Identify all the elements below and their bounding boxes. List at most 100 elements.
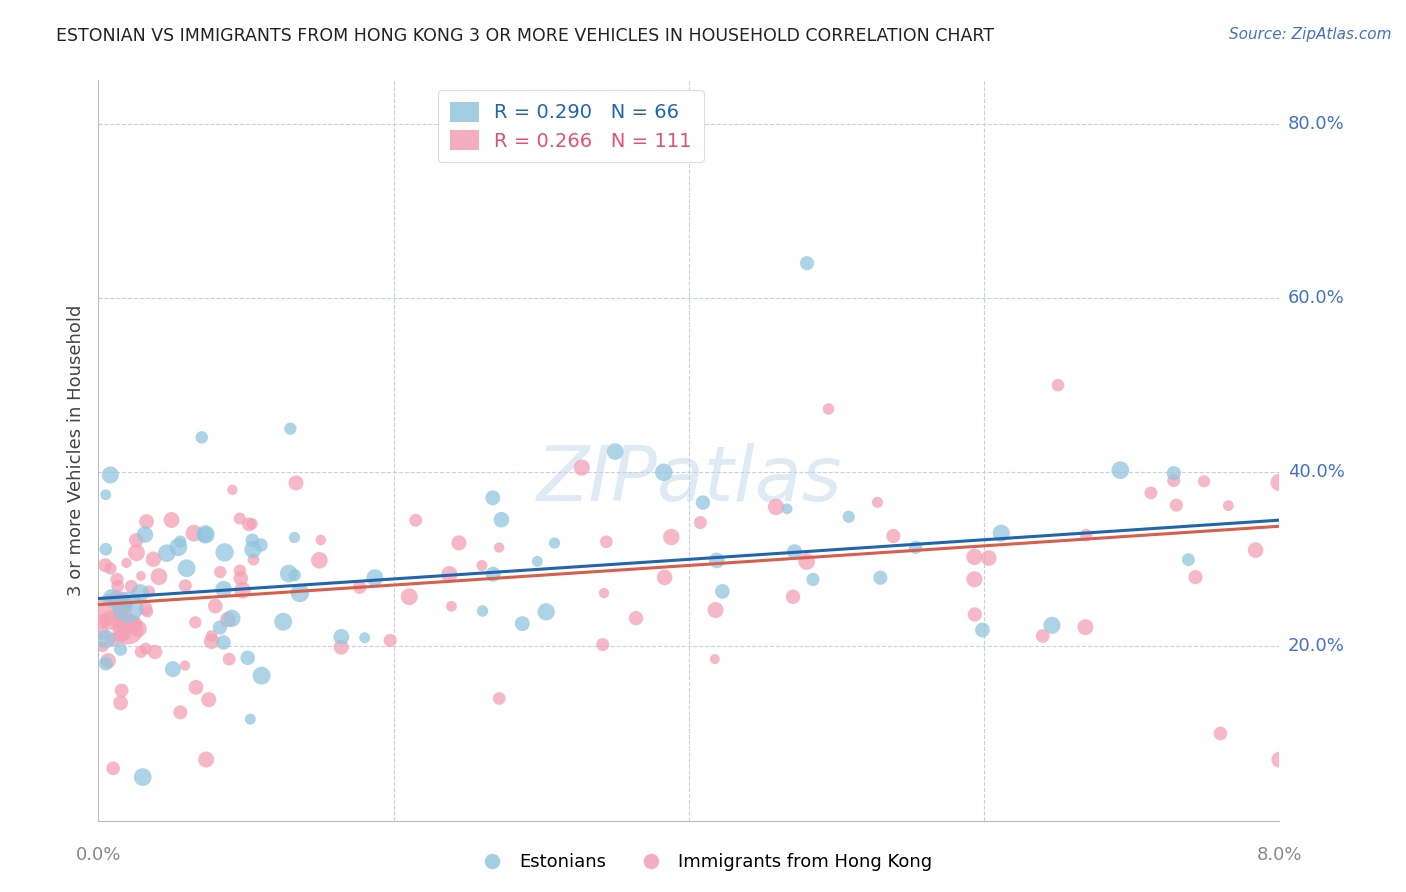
Point (543, 536, 565, 550)
Point (405, 513, 427, 527)
Point (1163, 466, 1185, 480)
Point (107, 579, 129, 593)
Point (110, 592, 132, 607)
Point (201, 629, 224, 643)
Point (1040, 618, 1063, 632)
Point (208, 621, 231, 635)
Point (184, 681, 207, 695)
Point (482, 567, 505, 582)
Point (703, 652, 725, 666)
Point (796, 256, 818, 270)
Point (704, 603, 727, 617)
Point (242, 542, 264, 557)
Point (212, 635, 235, 649)
Point (624, 611, 647, 625)
Point (869, 571, 891, 585)
Point (169, 706, 191, 720)
Point (229, 564, 252, 578)
Point (105, 591, 128, 606)
Point (309, 533, 332, 547)
Point (271, 615, 294, 629)
Point (127, 622, 149, 636)
Point (129, 586, 152, 600)
Point (654, 570, 676, 584)
Point (94, 542, 117, 557)
Point (238, 517, 260, 532)
Point (283, 531, 305, 545)
Y-axis label: 3 or more Vehicles in Household: 3 or more Vehicles in Household (66, 305, 84, 596)
Point (353, 631, 375, 645)
Point (1209, 726, 1232, 740)
Text: ZIPatlas: ZIPatlas (536, 443, 842, 517)
Point (135, 601, 157, 615)
Point (204, 599, 226, 613)
Point (107, 615, 129, 629)
Point (692, 495, 714, 509)
Point (491, 513, 513, 527)
Point (447, 536, 470, 550)
Point (440, 599, 463, 614)
Point (135, 515, 157, 529)
Point (250, 668, 273, 682)
Point (194, 527, 217, 541)
Point (240, 516, 263, 531)
Point (510, 616, 533, 631)
Point (1074, 620, 1097, 634)
Point (148, 569, 170, 583)
Point (142, 552, 165, 566)
Point (100, 561, 122, 575)
Point (229, 572, 252, 586)
Point (1268, 475, 1291, 490)
Point (120, 579, 142, 593)
Point (1177, 552, 1199, 566)
Point (114, 619, 136, 633)
Point (221, 483, 243, 497)
Point (349, 580, 371, 594)
Point (125, 546, 148, 560)
Text: Source: ZipAtlas.com: Source: ZipAtlas.com (1229, 27, 1392, 42)
Point (652, 465, 675, 479)
Point (330, 640, 353, 654)
Point (110, 642, 132, 657)
Point (526, 554, 548, 568)
Point (963, 549, 986, 564)
Point (706, 553, 728, 567)
Point (162, 662, 184, 676)
Point (963, 572, 986, 586)
Point (1166, 498, 1188, 512)
Point (122, 617, 145, 632)
Point (1074, 528, 1097, 542)
Point (110, 628, 132, 642)
Point (571, 460, 593, 475)
Point (711, 584, 734, 599)
Point (1032, 629, 1054, 643)
Point (284, 568, 307, 582)
Point (481, 491, 503, 505)
Point (98, 467, 121, 482)
Point (534, 605, 557, 619)
Point (285, 475, 308, 490)
Point (107, 607, 129, 621)
Point (111, 683, 134, 698)
Point (280, 422, 302, 436)
Point (110, 696, 132, 710)
Point (378, 633, 401, 648)
Text: 80.0%: 80.0% (1288, 115, 1344, 133)
Point (91, 615, 114, 629)
Point (817, 401, 839, 416)
Point (143, 645, 166, 659)
Point (201, 634, 224, 648)
Point (471, 558, 494, 573)
Point (1140, 486, 1163, 500)
Point (972, 623, 994, 637)
Point (904, 541, 927, 555)
Point (218, 652, 240, 666)
Point (112, 626, 135, 640)
Point (91, 626, 114, 640)
Point (1244, 543, 1267, 558)
Point (689, 516, 711, 530)
Point (209, 565, 232, 579)
Point (217, 613, 239, 627)
Point (236, 650, 259, 665)
Legend: R = 0.290   N = 66, R = 0.266   N = 111: R = 0.290 N = 66, R = 0.266 N = 111 (439, 90, 703, 162)
